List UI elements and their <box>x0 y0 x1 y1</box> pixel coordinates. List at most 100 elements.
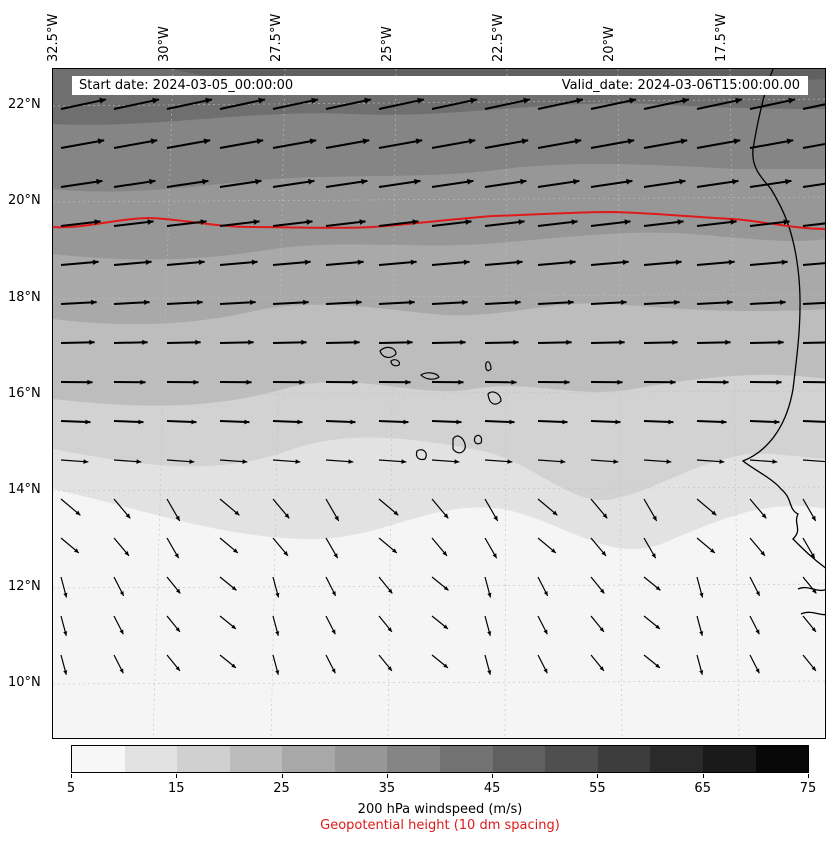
wind-vector <box>431 259 470 266</box>
wind-vector <box>696 259 735 266</box>
wind-vector <box>219 97 266 110</box>
wind-vector <box>219 379 252 385</box>
wind-vector <box>219 339 254 345</box>
colorbar-tick <box>386 774 388 778</box>
wind-vector <box>166 576 181 594</box>
map-panel <box>52 68 826 739</box>
lon-label-25w: 25°W <box>380 26 395 62</box>
wind-vector <box>325 97 372 110</box>
wind-vector <box>272 576 280 598</box>
wind-vector <box>484 178 527 188</box>
wind-vector <box>484 138 529 149</box>
wind-vector <box>696 379 729 385</box>
wind-vector <box>166 339 201 345</box>
wind-vector <box>802 262 825 266</box>
wind-vector <box>166 654 181 672</box>
wind-vector <box>325 654 336 674</box>
wind-vector <box>802 615 817 633</box>
wind-vector <box>590 178 633 188</box>
wind-vector <box>60 498 81 516</box>
wind-vector <box>643 219 684 227</box>
wind-vector <box>749 178 792 188</box>
wind-vector <box>537 654 548 674</box>
wind-vector <box>113 419 144 425</box>
wind-vector <box>325 299 362 306</box>
contour-caption: Geopotential height (10 dm spacing) <box>320 818 560 833</box>
wind-vector <box>484 97 531 110</box>
colorbar <box>71 745 809 773</box>
wind-vector <box>484 219 525 227</box>
wind-vector <box>590 138 635 149</box>
start-date-text: Start date: 2024-03-05_00:00:00 <box>79 78 294 93</box>
lat-label-12n: 12°N <box>8 579 41 594</box>
wind-vector <box>696 498 717 516</box>
wind-vector <box>643 419 674 425</box>
wind-vector <box>643 138 688 149</box>
wind-vector <box>272 97 319 110</box>
wind-vector <box>431 576 449 591</box>
wind-vector <box>219 615 237 630</box>
wind-vector <box>537 259 576 266</box>
wind-vector <box>643 615 661 630</box>
wind-vector <box>378 498 399 516</box>
wind-vector <box>431 299 468 306</box>
wind-vector <box>484 615 492 636</box>
colorbar-tick <box>808 774 809 778</box>
wind-vector <box>166 219 207 227</box>
colorbar-tick-label: 15 <box>168 781 185 796</box>
wind-vector <box>60 339 95 345</box>
wind-vector <box>802 459 825 463</box>
wind-vector <box>219 459 248 464</box>
wind-vector <box>749 138 794 149</box>
wind-vector <box>484 576 492 598</box>
wind-vector <box>643 654 661 669</box>
wind-vector <box>431 615 449 630</box>
windspeed-field <box>53 69 825 738</box>
wind-vector <box>590 97 637 110</box>
wind-vector <box>802 654 817 672</box>
wind-vector <box>113 97 160 110</box>
wind-vector <box>643 459 672 464</box>
wind-vector <box>113 576 125 597</box>
wind-vector <box>431 339 466 345</box>
wind-vector <box>166 138 211 149</box>
wind-vector <box>113 654 124 674</box>
wind-vector <box>431 97 478 110</box>
wind-vector <box>378 97 425 110</box>
wind-vector <box>325 339 360 345</box>
wind-vector <box>431 419 462 425</box>
wind-vector <box>431 459 460 464</box>
wind-vector <box>60 178 103 188</box>
wind-vector <box>696 419 727 425</box>
wind-vector <box>113 219 154 227</box>
wind-vector <box>643 97 690 110</box>
wind-vector <box>643 178 686 188</box>
colorbar-swatch <box>650 746 703 772</box>
wind-vector <box>378 459 407 464</box>
wind-vector <box>749 498 767 519</box>
colorbar-swatch <box>492 746 546 772</box>
colorbar-swatch <box>282 746 335 772</box>
wind-vector <box>378 419 409 425</box>
wind-vector <box>166 459 195 464</box>
wind-vector <box>431 654 449 669</box>
wind-vector <box>272 178 315 188</box>
wind-vector <box>696 537 716 554</box>
wind-vector <box>696 219 737 227</box>
wind-vector <box>802 420 825 423</box>
wind-vector <box>272 339 307 345</box>
wind-vector <box>325 379 358 385</box>
wind-vector <box>696 178 739 188</box>
wind-vector <box>325 498 340 522</box>
colorbar-swatch <box>177 746 230 772</box>
wind-vector <box>484 459 513 464</box>
colorbar-tick <box>597 774 599 778</box>
lon-label-22-5w: 22.5°W <box>491 13 506 62</box>
colorbar-swatch <box>229 746 283 772</box>
wind-vector <box>484 654 492 675</box>
run-info-box: Start date: 2024-03-05_00:00:00 Valid_da… <box>72 76 808 95</box>
colorbar-tick <box>492 774 494 778</box>
colorbar-tick <box>702 774 704 778</box>
lat-label-20n: 20°N <box>8 193 41 208</box>
wind-vector <box>272 537 289 557</box>
